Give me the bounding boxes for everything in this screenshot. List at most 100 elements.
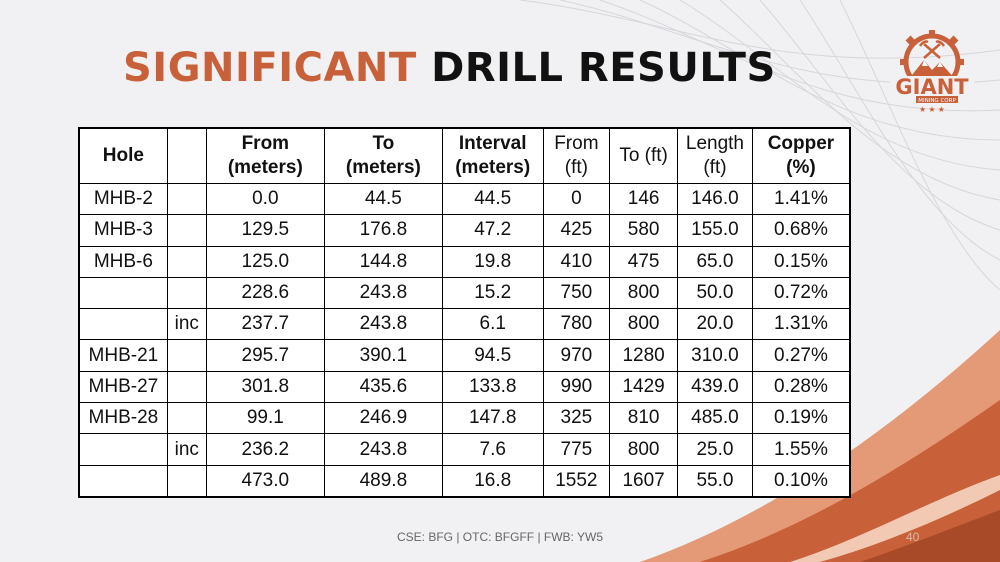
table-cell: 15.2	[441, 276, 544, 310]
table-cell: 1.31%	[751, 308, 851, 341]
table-cell	[166, 339, 207, 372]
table-cell: 0.72%	[751, 276, 851, 310]
table-cell: 301.8	[205, 370, 325, 404]
table-cell: 970	[542, 339, 611, 372]
table-cell: 7.6	[441, 433, 544, 466]
table-cell: 50.0	[676, 276, 753, 310]
table-cell: 1.55%	[751, 433, 851, 466]
logo-text-backing	[890, 76, 974, 96]
header-line-1: Copper	[767, 133, 835, 154]
table-cell: MHB-6	[78, 245, 168, 278]
table-cell: 16.8	[441, 464, 544, 498]
table-cell: 780	[542, 308, 611, 341]
table-cell: 425	[542, 214, 611, 247]
table-row: MHB-27 301.8 435.6 133.8 990 1429 439.0 0.28%	[78, 370, 851, 404]
table-cell: 1.41%	[751, 182, 851, 216]
table-cell	[78, 276, 168, 310]
header-cell: Interval (meters)	[441, 127, 544, 184]
table-cell	[166, 245, 207, 278]
header-line-1: Hole	[102, 145, 144, 166]
logo-banner	[916, 96, 958, 103]
table-row: inc 237.7 243.8 6.1 780 800 20.0 1.31%	[78, 308, 851, 341]
table-cell: 237.7	[205, 308, 325, 341]
table-row: 473.0 489.8 16.8 1552 1607 55.0 0.10%	[78, 464, 851, 498]
table-cell: 800	[609, 433, 678, 466]
table-body: MHB-2 0.0 44.5 44.5 0 146 146.0 1.41% MHB-3 129.5…	[78, 182, 851, 498]
table-cell: 44.5	[441, 182, 544, 216]
table-row: MHB-3 129.5 176.8 47.2 425 580 155.0 0.68%	[78, 214, 851, 247]
table-row: MHB-6 125.0 144.8 19.8 410 475 65.0 0.15%	[78, 245, 851, 278]
header-cell: Length (ft)	[676, 127, 753, 184]
table-cell: MHB-21	[78, 339, 168, 372]
table-cell: 485.0	[676, 402, 753, 435]
logo-name: GIANT	[895, 75, 969, 99]
title-rest: DRILL RESULTS	[431, 45, 776, 91]
table-cell: 475	[609, 245, 678, 278]
table-cell: 243.8	[323, 276, 443, 310]
table-cell: 20.0	[676, 308, 753, 341]
header-line-1: From	[241, 133, 290, 154]
table-cell: 0.15%	[751, 245, 851, 278]
table-cell: 410	[542, 245, 611, 278]
title-accent: SIGNIFICANT	[123, 45, 417, 91]
table-cell: 44.5	[323, 182, 443, 216]
header-line-2: (meters)	[455, 157, 531, 178]
table-cell: 1429	[609, 370, 678, 404]
table-cell: inc	[166, 308, 207, 341]
table-cell: 243.8	[323, 433, 443, 466]
table-cell: 243.8	[323, 308, 443, 341]
table-cell: 129.5	[205, 214, 325, 247]
table-cell: 800	[609, 308, 678, 341]
table-cell: 146	[609, 182, 678, 216]
table-cell: 155.0	[676, 214, 753, 247]
slide-title: SIGNIFICANT DRILL RESULTS	[123, 42, 776, 94]
header-line-1: To	[372, 133, 395, 154]
table-cell: MHB-2	[78, 182, 168, 216]
header-line-1: Length	[685, 133, 745, 154]
table-cell: 133.8	[441, 370, 544, 404]
table-row: MHB-21 295.7 390.1 94.5 970 1280 310.0 0.27%	[78, 339, 851, 372]
header-line-2: (ft)	[564, 157, 588, 178]
header-cell: To (meters)	[323, 127, 443, 184]
table-cell: 1280	[609, 339, 678, 372]
table-cell: 489.8	[323, 464, 443, 498]
table-row: inc 236.2 243.8 7.6 775 800 25.0 1.55%	[78, 433, 851, 466]
header-line-2: (ft)	[703, 157, 727, 178]
header-cell	[166, 127, 207, 184]
wave-lines	[519, 0, 1000, 291]
page-number: 40	[906, 530, 920, 544]
header-line-2: (meters)	[227, 157, 303, 178]
orange-wave-light	[790, 475, 1000, 562]
table-cell: 0.10%	[751, 464, 851, 498]
table-cell: 439.0	[676, 370, 753, 404]
table-cell: 99.1	[205, 402, 325, 435]
mountain-icon	[908, 60, 956, 80]
table-cell	[78, 464, 168, 498]
table-cell: 0.19%	[751, 402, 851, 435]
table-cell: MHB-28	[78, 402, 168, 435]
header-cell: Copper (%)	[751, 127, 851, 184]
drill-results-table: Hole From (meters) To (meters) Interval (meter…	[78, 127, 851, 498]
table-cell	[166, 276, 207, 310]
table-cell: 19.8	[441, 245, 544, 278]
table-cell: 0.68%	[751, 214, 851, 247]
table-cell: 580	[609, 214, 678, 247]
table-row: 228.6 243.8 15.2 750 800 50.0 0.72%	[78, 276, 851, 310]
table-cell: 65.0	[676, 245, 753, 278]
table-cell	[166, 214, 207, 247]
table-cell: inc	[166, 433, 207, 466]
table-cell	[166, 182, 207, 216]
table-cell	[78, 308, 168, 341]
table-cell: 295.7	[205, 339, 325, 372]
table-cell: 0.27%	[751, 339, 851, 372]
star-icons: ★ ★ ★	[919, 105, 945, 114]
table-cell: 775	[542, 433, 611, 466]
table-cell: 435.6	[323, 370, 443, 404]
header-line-1: From	[554, 133, 599, 154]
table-cell: 55.0	[676, 464, 753, 498]
table-cell	[78, 433, 168, 466]
table-cell: 228.6	[205, 276, 325, 310]
table-cell	[166, 464, 207, 498]
table-cell: 750	[542, 276, 611, 310]
table-row: MHB-28 99.1 246.9 147.8 325 810 485.0 0.19%	[78, 402, 851, 435]
